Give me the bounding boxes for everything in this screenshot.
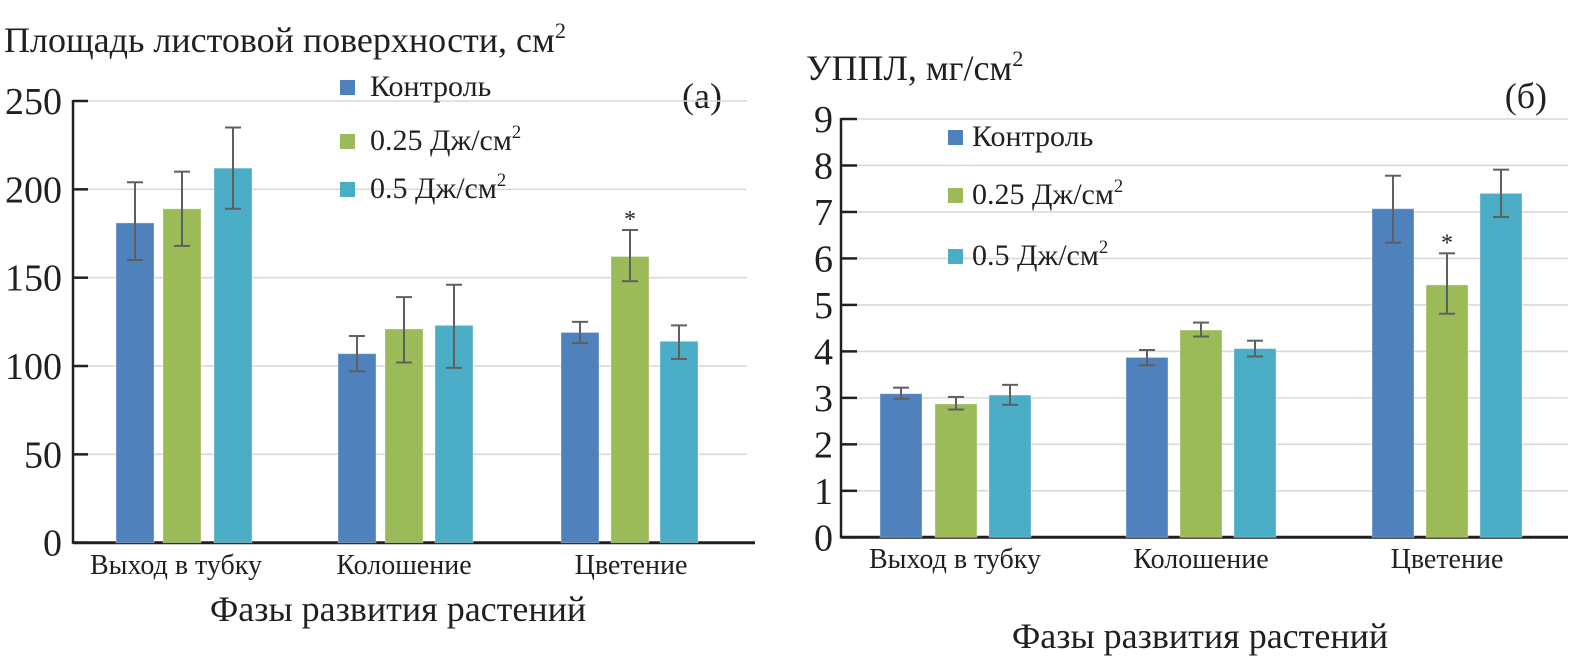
x-tick-label: Выход в тубку <box>869 544 1041 575</box>
y-axis-title-superscript: 2 <box>1012 46 1023 71</box>
x-tick-label: Цветение <box>1391 544 1504 575</box>
legend-label: 0.25 Дж/см2 <box>370 122 521 157</box>
legend-label: Контроль <box>972 120 1093 153</box>
legend-swatch <box>948 188 963 203</box>
panel-a-chart: Площадь листовой поверхности, см2(a)0501… <box>4 18 755 629</box>
legend-item: 0.5 Дж/см2 <box>340 170 506 205</box>
y-tick-label: 200 <box>5 169 62 211</box>
panel-label: (a) <box>682 76 722 116</box>
legend-label-text: 0.5 Дж/см <box>972 239 1099 272</box>
legend-label-superscript: 2 <box>1114 176 1123 197</box>
legend-swatch <box>948 249 963 264</box>
y-tick-label: 50 <box>24 434 62 476</box>
x-tick-label: Колошение <box>336 550 471 581</box>
legend-swatch <box>340 80 355 95</box>
bar <box>1371 208 1415 538</box>
bar <box>988 394 1032 538</box>
legend-item: 0.5 Дж/см2 <box>948 237 1108 272</box>
legend-label-superscript: 2 <box>1099 237 1108 258</box>
y-tick-label: 5 <box>814 285 833 327</box>
y-tick-label: 0 <box>43 523 62 565</box>
x-axis-title: Фазы развития растений <box>210 589 586 629</box>
bar <box>115 222 155 544</box>
y-tick-label: 4 <box>814 331 833 373</box>
y-tick-label: 250 <box>5 81 62 123</box>
significance-annotation: * <box>624 207 636 233</box>
legend-label-superscript: 2 <box>512 122 521 143</box>
legend-label-text: 0.5 Дж/см <box>370 172 497 205</box>
legend-swatch <box>948 130 963 145</box>
legend-swatch <box>340 134 355 149</box>
x-tick-label: Цветение <box>575 550 688 581</box>
legend-label-superscript: 2 <box>497 170 506 191</box>
legend-label: 0.5 Дж/см2 <box>370 170 506 205</box>
bar <box>934 403 978 538</box>
legend-label: Контроль <box>370 70 491 103</box>
legend-label: 0.25 Дж/см2 <box>972 176 1123 211</box>
legend-item: Контроль <box>340 70 491 103</box>
significance-annotation: * <box>1441 230 1453 256</box>
legend-swatch <box>340 182 355 197</box>
bar <box>560 331 600 544</box>
bar <box>879 393 923 538</box>
bar <box>213 167 253 544</box>
legend-item: 0.25 Дж/см2 <box>948 176 1123 211</box>
legend-label-text: 0.25 Дж/см <box>370 124 512 157</box>
legend-label-text: Контроль <box>370 70 491 103</box>
y-axis-title-text: Площадь листовой поверхности, см <box>4 20 555 60</box>
legend-item: 0.25 Дж/см2 <box>340 122 521 157</box>
bar <box>337 353 377 544</box>
bar <box>162 208 202 544</box>
y-tick-label: 3 <box>814 378 833 420</box>
x-tick-label: Выход в тубку <box>90 550 262 581</box>
y-tick-label: 7 <box>814 192 833 234</box>
legend-label-text: Контроль <box>972 120 1093 153</box>
y-axis-title-text: УППЛ, мг/см <box>806 48 1012 88</box>
panel-label: (б) <box>1505 76 1547 116</box>
y-tick-label: 8 <box>814 145 833 187</box>
bar <box>1125 356 1169 538</box>
bar <box>1179 329 1223 538</box>
y-axis-title: Площадь листовой поверхности, см2 <box>4 18 566 60</box>
bar <box>1233 348 1277 538</box>
legend-label: 0.5 Дж/см2 <box>972 237 1108 272</box>
bar <box>1479 192 1523 538</box>
x-axis-title: Фазы развития растений <box>1012 616 1388 656</box>
y-tick-label: 0 <box>814 517 833 559</box>
y-tick-label: 100 <box>5 346 62 388</box>
x-tick-label: Колошение <box>1133 544 1268 575</box>
y-axis-title: УППЛ, мг/см2 <box>806 46 1023 88</box>
bar <box>610 255 650 544</box>
bar <box>659 340 699 544</box>
legend-item: Контроль <box>948 120 1093 153</box>
y-tick-label: 150 <box>5 258 62 300</box>
y-tick-label: 6 <box>814 238 833 280</box>
legend-label-text: 0.25 Дж/см <box>972 178 1114 211</box>
y-axis-title-superscript: 2 <box>555 18 566 43</box>
y-tick-label: 2 <box>814 424 833 466</box>
bar <box>1425 284 1469 538</box>
y-tick-label: 9 <box>814 99 833 141</box>
y-tick-label: 1 <box>814 471 833 513</box>
